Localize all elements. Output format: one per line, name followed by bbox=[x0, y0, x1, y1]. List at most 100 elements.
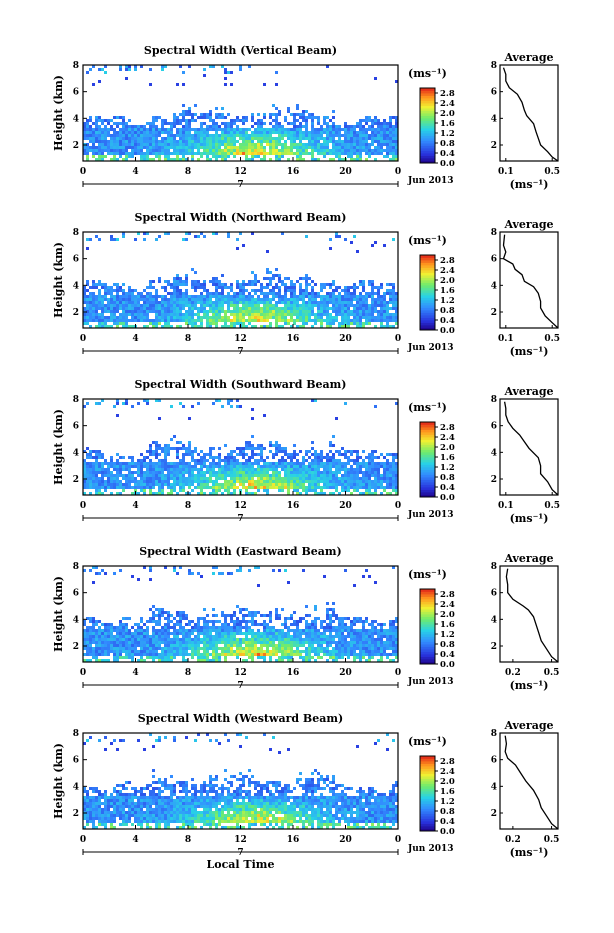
heatmap-cell bbox=[140, 146, 143, 149]
heatmap-cell bbox=[227, 474, 230, 477]
heatmap-cell bbox=[383, 307, 386, 310]
heatmap-cell bbox=[209, 450, 212, 453]
heatmap-cell bbox=[107, 480, 110, 483]
heatmap-cell bbox=[341, 310, 344, 313]
heatmap-cell bbox=[164, 298, 167, 301]
heatmap-cell bbox=[167, 292, 170, 295]
heatmap-cell bbox=[227, 465, 230, 468]
heatmap-cell bbox=[170, 307, 173, 310]
x-tick-label: 16 bbox=[287, 334, 300, 344]
heatmap-cell bbox=[95, 235, 98, 238]
heatmap-cell bbox=[203, 295, 206, 298]
heatmap-cell bbox=[302, 486, 305, 489]
heatmap-cell bbox=[197, 468, 200, 471]
heatmap-cell bbox=[389, 462, 392, 465]
heatmap-cell bbox=[119, 313, 122, 316]
heatmap-cell bbox=[275, 107, 278, 110]
heatmap-cell bbox=[206, 632, 209, 635]
heatmap-cell bbox=[161, 477, 164, 480]
heatmap-cell bbox=[128, 128, 131, 131]
heatmap-cell bbox=[116, 468, 119, 471]
heatmap-cell bbox=[212, 322, 215, 325]
heatmap-cell bbox=[89, 453, 92, 456]
heatmap-cell bbox=[134, 310, 137, 313]
heatmap-cell bbox=[341, 489, 344, 492]
heatmap-cell bbox=[272, 316, 275, 319]
heatmap-cell bbox=[335, 462, 338, 465]
heatmap-cell bbox=[347, 474, 350, 477]
heatmap-cell bbox=[266, 268, 269, 271]
heatmap-cell bbox=[218, 447, 221, 450]
heatmap-cell bbox=[155, 462, 158, 465]
heatmap-cell bbox=[218, 456, 221, 459]
heatmap-cell bbox=[143, 474, 146, 477]
heatmap-cell bbox=[209, 110, 212, 113]
heatmap-cell bbox=[212, 149, 215, 152]
heatmap-cell bbox=[251, 304, 254, 307]
heatmap-cell bbox=[116, 292, 119, 295]
heatmap-cell bbox=[368, 295, 371, 298]
heatmap-cell bbox=[98, 456, 101, 459]
heatmap-cell bbox=[281, 125, 284, 128]
heatmap-cell bbox=[239, 298, 242, 301]
heatmap-cell bbox=[113, 122, 116, 125]
heatmap-cell bbox=[299, 155, 302, 158]
heatmap-cell bbox=[377, 143, 380, 146]
heatmap-cell bbox=[275, 453, 278, 456]
heatmap-cell bbox=[119, 474, 122, 477]
heatmap-cell bbox=[92, 295, 95, 298]
heatmap-cell bbox=[224, 83, 227, 86]
heatmap-cell bbox=[299, 152, 302, 155]
heatmap-cell bbox=[89, 131, 92, 134]
heatmap-cell bbox=[146, 462, 149, 465]
colorbar-segment bbox=[420, 123, 435, 126]
heatmap-cell bbox=[302, 462, 305, 465]
heatmap-cell bbox=[353, 468, 356, 471]
heatmap-cell bbox=[191, 656, 194, 659]
heatmap-cell bbox=[194, 146, 197, 149]
heatmap-cell bbox=[305, 143, 308, 146]
heatmap-cell bbox=[251, 453, 254, 456]
heatmap-cell bbox=[107, 119, 110, 122]
heatmap-cell bbox=[230, 638, 233, 641]
heatmap-cell bbox=[266, 271, 269, 274]
heatmap-cell bbox=[173, 149, 176, 152]
heatmap-cell bbox=[119, 295, 122, 298]
heatmap-cell bbox=[371, 283, 374, 286]
heatmap-cell bbox=[119, 146, 122, 149]
heatmap-cell bbox=[209, 322, 212, 325]
heatmap-cell bbox=[170, 447, 173, 450]
heatmap-cell bbox=[377, 313, 380, 316]
heatmap-cell bbox=[161, 614, 164, 617]
heatmap-cell bbox=[152, 635, 155, 638]
heatmap-cell bbox=[110, 235, 113, 238]
heatmap-cell bbox=[134, 301, 137, 304]
date-tick-label: 7 bbox=[237, 180, 243, 190]
heatmap-cell bbox=[191, 301, 194, 304]
heatmap-cell bbox=[110, 480, 113, 483]
heatmap-cell bbox=[125, 131, 128, 134]
heatmap-cell bbox=[206, 644, 209, 647]
heatmap-cell bbox=[146, 635, 149, 638]
heatmap-cell bbox=[293, 465, 296, 468]
heatmap-cell bbox=[182, 468, 185, 471]
heatmap-cell bbox=[251, 456, 254, 459]
heatmap-cell bbox=[263, 447, 266, 450]
heatmap-cell bbox=[131, 656, 134, 659]
heatmap-cell bbox=[125, 122, 128, 125]
heatmap-cell bbox=[347, 155, 350, 158]
heatmap-cell bbox=[122, 140, 125, 143]
heatmap-cell bbox=[215, 140, 218, 143]
heatmap-cell bbox=[251, 155, 254, 158]
heatmap-cell bbox=[173, 319, 176, 322]
heatmap-cell bbox=[206, 647, 209, 650]
heatmap-cell bbox=[116, 122, 119, 125]
heatmap-cell bbox=[296, 146, 299, 149]
heatmap-cell bbox=[359, 307, 362, 310]
heatmap-cell bbox=[344, 137, 347, 140]
heatmap-cell bbox=[167, 471, 170, 474]
heatmap-cell bbox=[233, 465, 236, 468]
heatmap-cell bbox=[203, 235, 206, 238]
heatmap-cell bbox=[323, 286, 326, 289]
heatmap-cell bbox=[191, 653, 194, 656]
